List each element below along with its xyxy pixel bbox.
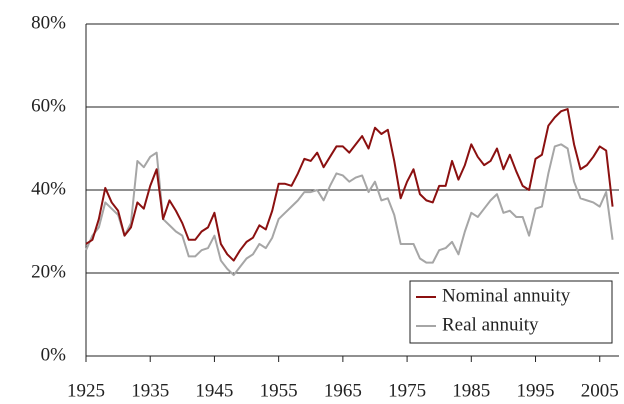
legend-label: Real annuity xyxy=(442,314,539,335)
y-tick-label: 0% xyxy=(41,344,67,365)
y-tick-label: 60% xyxy=(31,95,66,116)
series-line xyxy=(85,108,614,262)
y-tick-label: 80% xyxy=(31,12,66,33)
series-line xyxy=(85,143,614,277)
x-tick-label: 1995 xyxy=(517,380,555,401)
x-tick-label: 1975 xyxy=(388,380,426,401)
x-tick-label: 1935 xyxy=(131,380,169,401)
x-tick-label: 1965 xyxy=(324,380,362,401)
x-tick-label: 1955 xyxy=(260,380,298,401)
x-tick-label: 1945 xyxy=(195,380,233,401)
x-tick-label: 1925 xyxy=(67,380,105,401)
legend-box xyxy=(409,280,613,344)
x-tick-label: 2005 xyxy=(581,380,619,401)
legend-label: Nominal annuity xyxy=(442,285,571,306)
x-tick-label: 1985 xyxy=(452,380,490,401)
y-tick-label: 40% xyxy=(31,178,66,199)
y-tick-label: 20% xyxy=(31,261,66,282)
